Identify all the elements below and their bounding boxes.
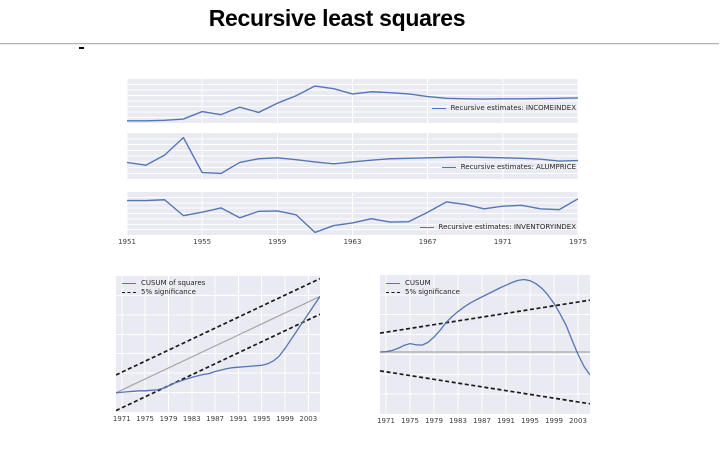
recursive-estimates-alumprice-series <box>127 136 578 175</box>
xtick-label: 1999 <box>276 415 294 423</box>
xtick-label: 1995 <box>521 417 539 425</box>
xtick-label: 2003 <box>299 415 318 423</box>
xtick-label: 1999 <box>545 417 563 425</box>
cusum-of-squares-plot: CUSUM of squares 5% significance <box>116 276 320 412</box>
recursive-estimates-inventoryindex-plot: Recursive estimates: INVENTORYINDEX <box>127 192 578 235</box>
xtick-label: 1979 <box>159 415 178 423</box>
xtick-label: 1963 <box>343 238 362 246</box>
xtick-label: 1975 <box>569 238 587 246</box>
xtick-label: 1975 <box>136 415 155 423</box>
cusum-of-squares-svg <box>116 276 320 412</box>
cusum-series <box>380 278 590 376</box>
xtick-label: 1991 <box>497 417 515 425</box>
xtick-label: 1979 <box>425 417 443 425</box>
xtick-label: 1971 <box>377 417 395 425</box>
xtick-label: 1983 <box>182 415 201 423</box>
xtick-label: 1967 <box>418 238 437 246</box>
xtick-label: 1983 <box>449 417 467 425</box>
cusum-plot: CUSUM 5% significance <box>380 275 590 414</box>
cusum-of-squares-xaxis-labels: 1971 1975 1979 1983 1987 1991 1995 1999 2003 <box>112 415 320 425</box>
cusum-of-squares-series <box>116 295 320 394</box>
xtick-label: 1975 <box>401 417 419 425</box>
recursive-estimates-incomeindex-plot: Recursive estimates: INCOMEINDEX <box>127 79 578 123</box>
title-divider <box>0 43 719 45</box>
xtick-label: 1971 <box>112 415 131 423</box>
xtick-label: 2003 <box>569 417 587 425</box>
xtick-label: 1971 <box>493 238 512 246</box>
cusum-series <box>380 370 590 405</box>
cusum-series <box>380 299 590 334</box>
xtick-label: 1991 <box>229 415 248 423</box>
page-title: Recursive least squares <box>208 5 466 31</box>
xtick-label: 1959 <box>268 238 287 246</box>
xtick-label: 1995 <box>252 415 271 423</box>
recursive-estimates-alumprice-svg <box>127 133 578 179</box>
recursive-estimates-incomeindex-series <box>127 85 578 122</box>
xtick-label: 1951 <box>118 238 136 246</box>
recursive-estimates-alumprice-plot: Recursive estimates: ALUMPRICE <box>127 133 578 179</box>
cusum-xaxis-labels: 1971 1975 1979 1983 1987 1991 1995 1999 2003 <box>377 417 590 427</box>
cusum-of-squares-series <box>116 277 320 376</box>
recursive-estimates-incomeindex-svg <box>127 79 578 123</box>
cusum-of-squares-series <box>116 296 320 394</box>
cusum-of-squares-series <box>116 313 320 412</box>
recursive-estimates-inventoryindex-series <box>127 198 578 234</box>
recursive-estimates-inventoryindex-svg <box>127 192 578 235</box>
recursive-estimates-inventoryindex-xaxis-labels: 1951 1955 1959 1963 1967 1971 1975 <box>118 238 587 248</box>
xtick-label: 1955 <box>193 238 212 246</box>
cursor-mark <box>79 47 84 49</box>
xtick-label: 1987 <box>206 415 225 423</box>
cusum-svg <box>380 275 590 414</box>
xtick-label: 1987 <box>473 417 491 425</box>
